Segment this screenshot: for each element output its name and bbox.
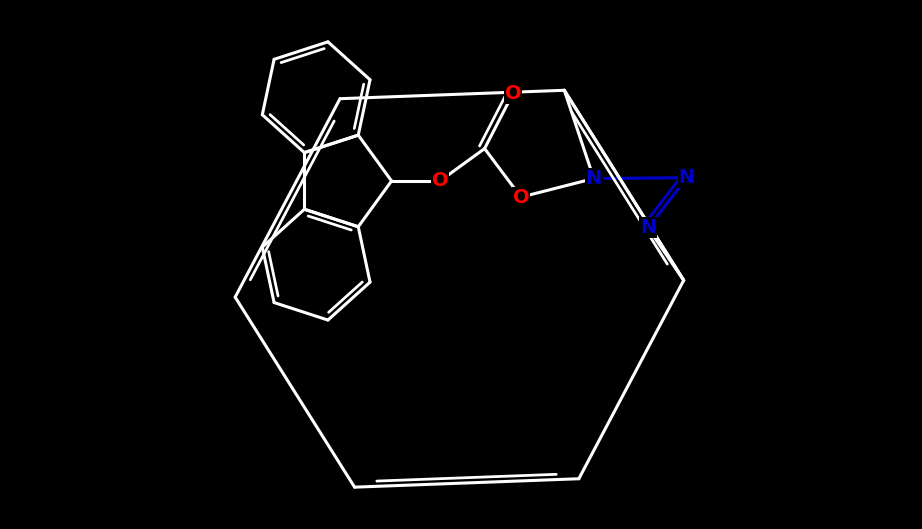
Text: N: N [679, 168, 695, 187]
Text: O: O [513, 188, 529, 207]
Text: O: O [431, 171, 448, 190]
Text: O: O [504, 84, 521, 103]
Text: N: N [585, 169, 602, 188]
Text: N: N [640, 218, 656, 238]
